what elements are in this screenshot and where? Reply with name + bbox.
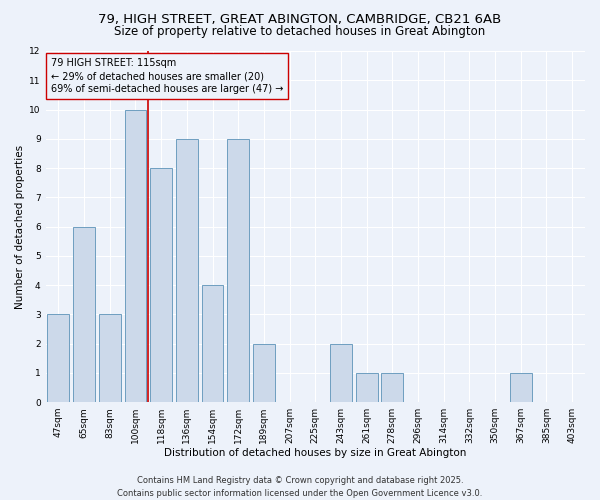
Text: 79, HIGH STREET, GREAT ABINGTON, CAMBRIDGE, CB21 6AB: 79, HIGH STREET, GREAT ABINGTON, CAMBRID… (98, 12, 502, 26)
Bar (47, 314, 69, 402)
Bar (510, 373, 532, 402)
Bar (176, 139, 198, 402)
Bar (330, 344, 352, 402)
Text: 79 HIGH STREET: 115sqm
← 29% of detached houses are smaller (20)
69% of semi-det: 79 HIGH STREET: 115sqm ← 29% of detached… (51, 58, 283, 94)
Bar (227, 139, 249, 402)
Bar (73, 226, 95, 402)
Bar (253, 344, 275, 402)
Bar (99, 314, 121, 402)
Bar (125, 110, 146, 402)
Bar (202, 285, 223, 402)
Bar (356, 373, 377, 402)
Y-axis label: Number of detached properties: Number of detached properties (15, 144, 25, 308)
Bar (382, 373, 403, 402)
Bar (150, 168, 172, 402)
Text: Size of property relative to detached houses in Great Abington: Size of property relative to detached ho… (115, 25, 485, 38)
Text: Contains HM Land Registry data © Crown copyright and database right 2025.
Contai: Contains HM Land Registry data © Crown c… (118, 476, 482, 498)
X-axis label: Distribution of detached houses by size in Great Abington: Distribution of detached houses by size … (164, 448, 466, 458)
